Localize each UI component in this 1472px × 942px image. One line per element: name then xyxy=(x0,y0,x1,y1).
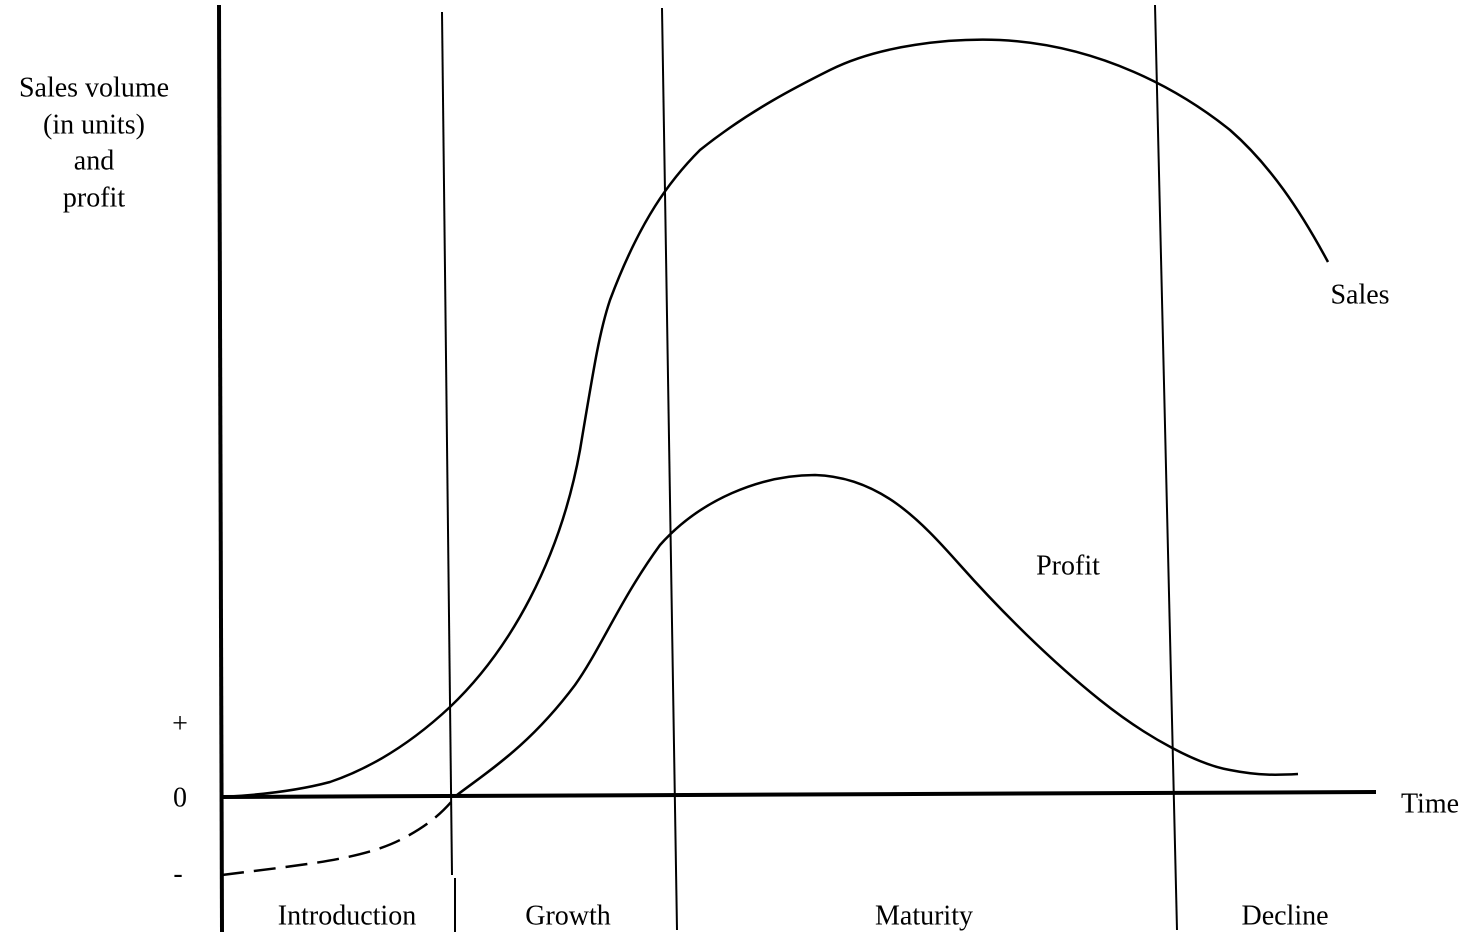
stage-divider xyxy=(441,11,453,876)
x-axis-label: Time xyxy=(1401,788,1459,819)
y-axis-label: profit xyxy=(63,182,125,213)
stage-label: Introduction xyxy=(278,900,416,931)
stage-label: Growth xyxy=(525,900,611,931)
y-axis xyxy=(217,4,224,933)
y-axis-label: Sales volume xyxy=(19,72,169,103)
stage-divider xyxy=(1154,4,1178,931)
profit-curve xyxy=(456,473,1299,796)
y-mark: + xyxy=(172,708,188,739)
profit-curve-loss xyxy=(221,794,458,877)
stage-label: Maturity xyxy=(875,900,973,931)
y-axis-label: and xyxy=(74,145,114,176)
y-mark: 0 xyxy=(173,782,187,813)
x-axis xyxy=(221,790,1377,799)
stage-divider xyxy=(661,7,678,931)
sales-curve xyxy=(221,38,1330,799)
stage-label: Decline xyxy=(1241,900,1328,931)
y-axis-label: (in units) xyxy=(43,109,145,140)
curve-label: Sales xyxy=(1330,279,1389,310)
y-mark: - xyxy=(173,858,182,889)
curve-label: Profit xyxy=(1036,550,1100,581)
